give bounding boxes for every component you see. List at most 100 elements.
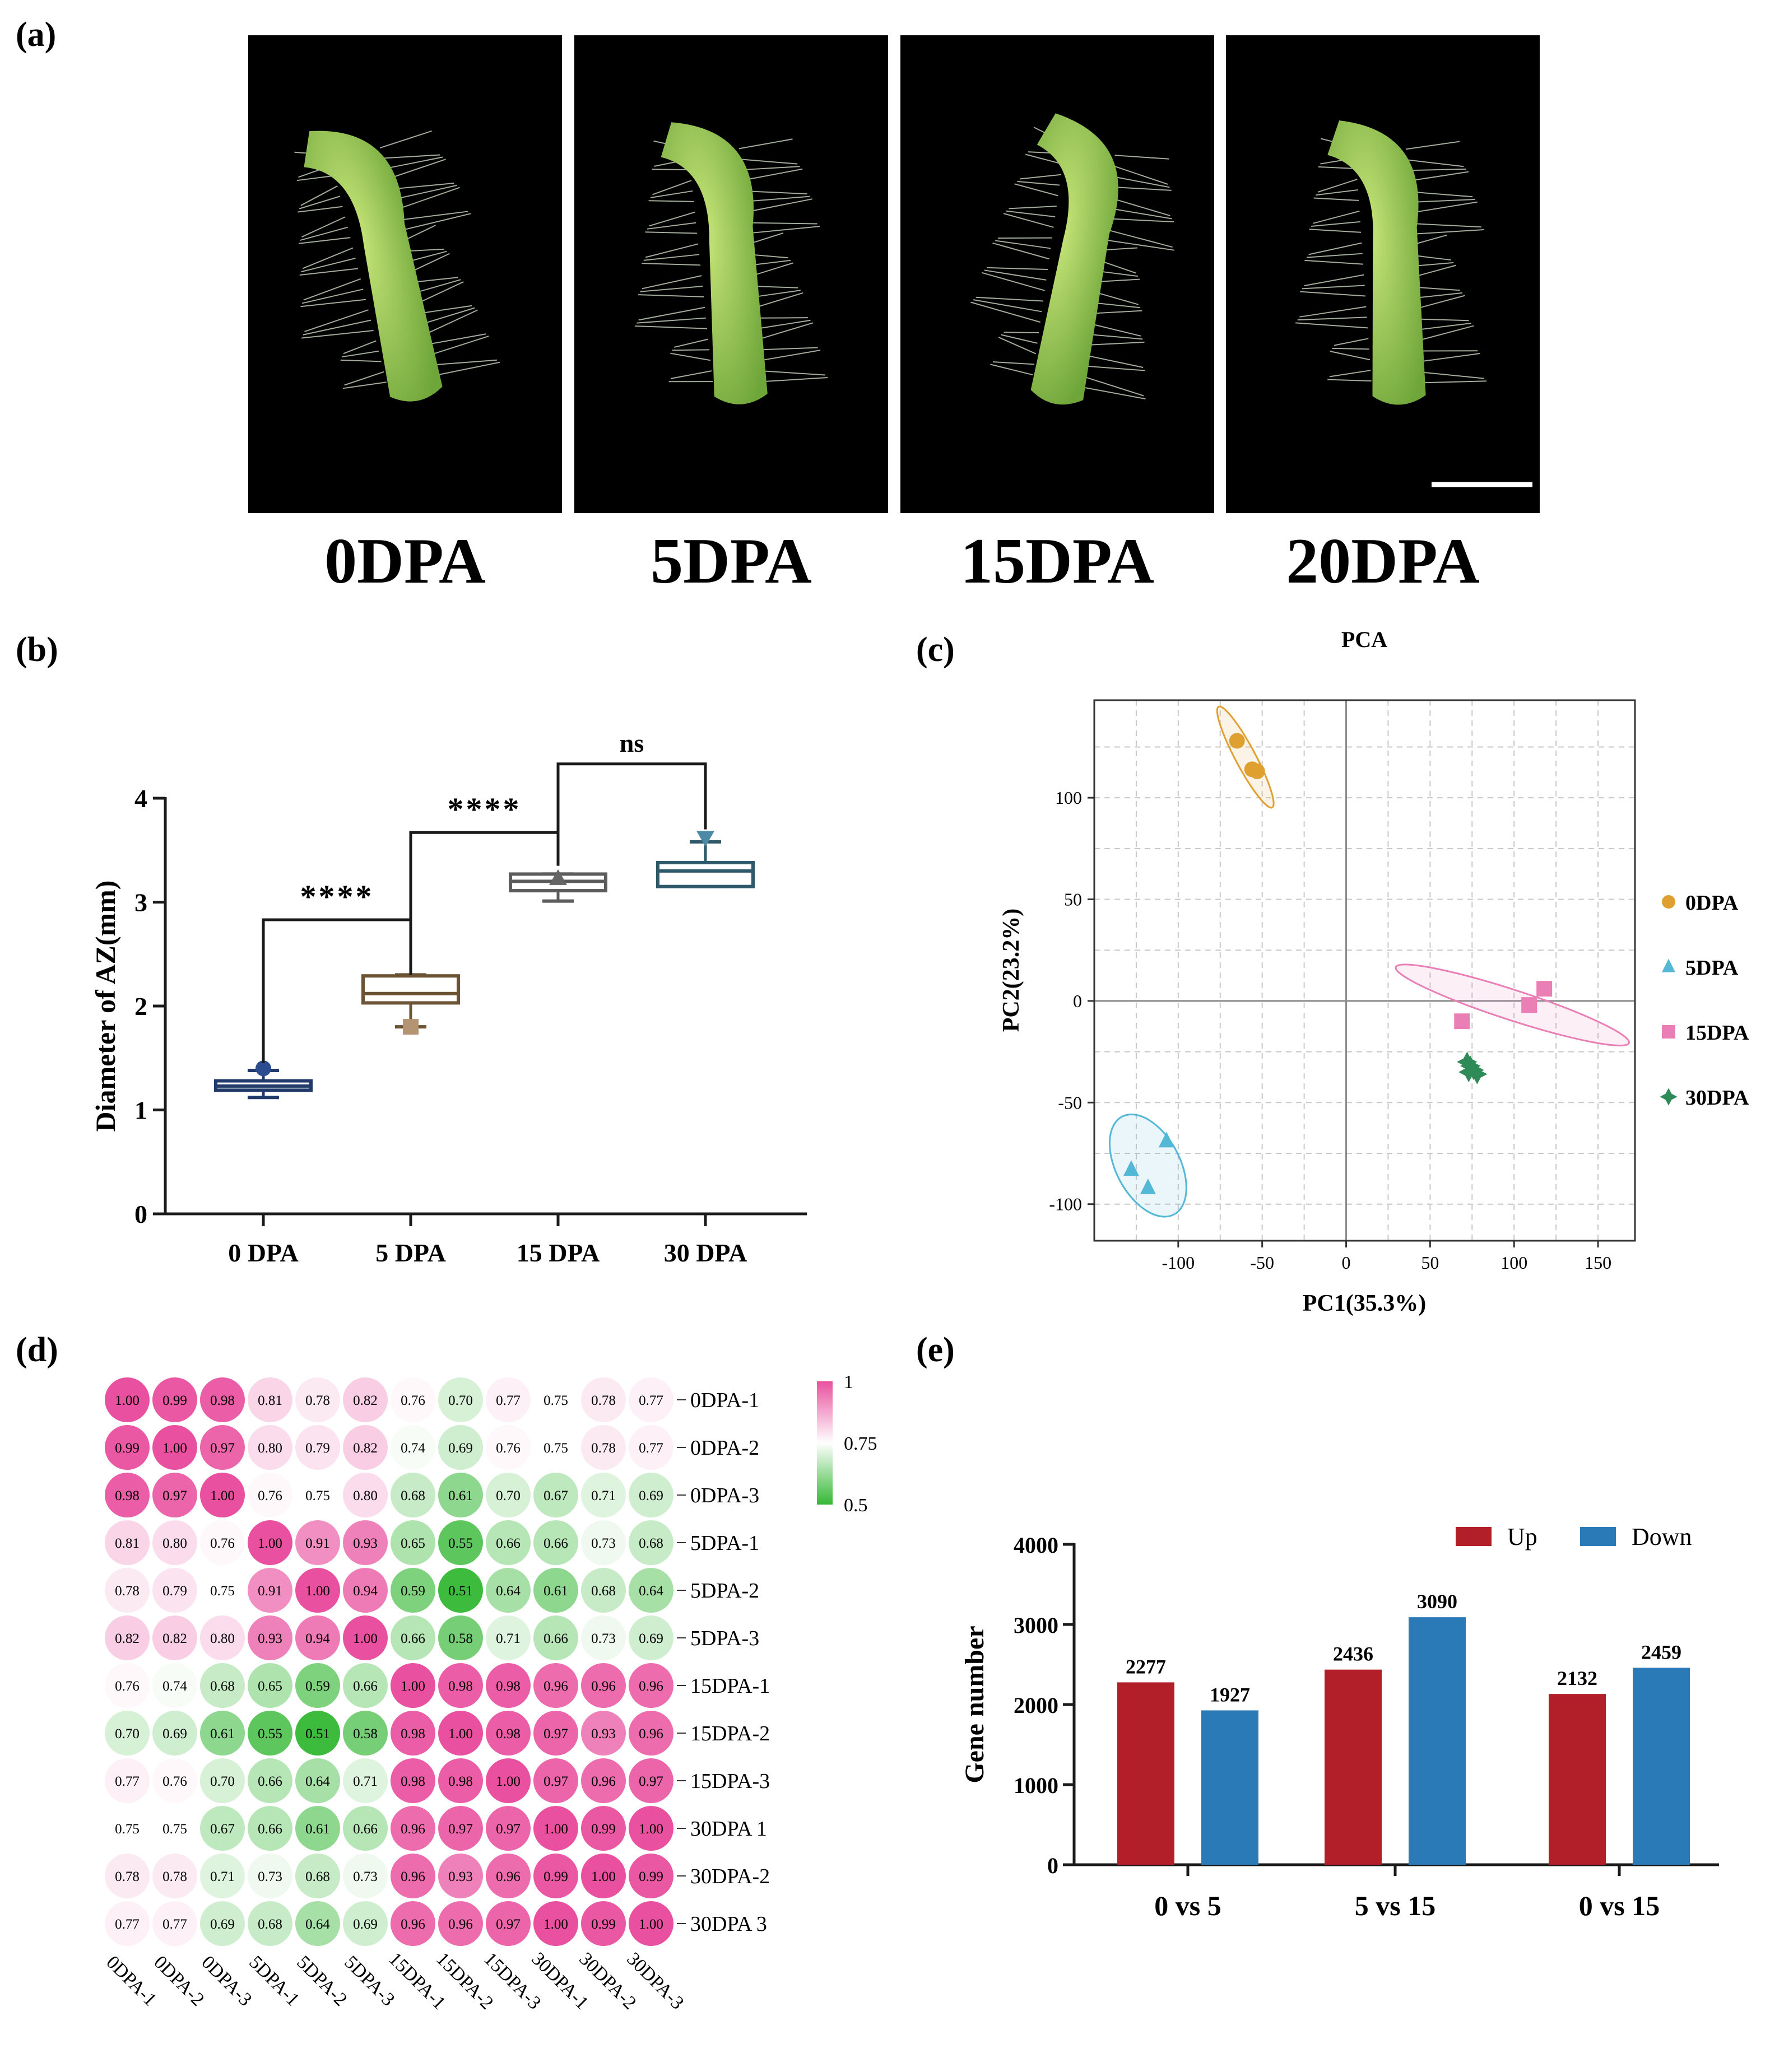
heatmap-value: 1.00 [543, 1822, 568, 1837]
heatmap-cell [200, 1901, 245, 1946]
heatmap-cell [295, 1425, 340, 1470]
stem-hair [1082, 387, 1146, 400]
heatmap-value: 0.69 [210, 1917, 235, 1932]
heatmap-value: 0.99 [162, 1393, 187, 1408]
data-point [1521, 997, 1537, 1013]
stem-hair [296, 175, 335, 181]
heatmap-value: 0.97 [448, 1822, 473, 1837]
heatmap-value: 0.79 [162, 1584, 187, 1599]
significance-bracket [409, 831, 560, 973]
stem-hair [1308, 242, 1362, 255]
heatmap-cell [533, 1568, 578, 1613]
heatmap-value: 0.55 [258, 1726, 282, 1742]
heatmap-value: 0.64 [305, 1917, 330, 1932]
heatmap-value: 0.73 [258, 1869, 282, 1884]
row-label: 0DPA-2 [690, 1436, 759, 1460]
stem-hair [668, 381, 713, 383]
stem-hair [1317, 179, 1358, 193]
heatmap-cell [248, 1758, 292, 1803]
heatmap-value: 0.80 [258, 1441, 282, 1456]
stem-hair [1001, 334, 1038, 344]
heatmap-value: 0.96 [401, 1822, 425, 1837]
photo-caption: 20DPA [1286, 525, 1480, 597]
heatmap-value: 1.00 [496, 1774, 521, 1789]
stem-hair [1407, 168, 1466, 171]
heatmap-cell [248, 1806, 292, 1851]
bar-value-label: 2459 [1641, 1641, 1681, 1663]
heatmap-cell [200, 1806, 245, 1851]
heatmap-cell [248, 1568, 292, 1613]
stem-hair [740, 159, 798, 165]
heatmap-cell [391, 1568, 435, 1613]
photo-panel: 20DPA [1226, 35, 1540, 597]
heatmap-value: 0.76 [496, 1441, 521, 1456]
heatmap-row: 0.82 0.82 0.80 0.93 0.94 1.00 0.66 0.58 0.71 0.66… [105, 1615, 759, 1660]
heatmap-cell [533, 1473, 578, 1517]
x-tick-label: 0 [1342, 1252, 1351, 1273]
heatmap-cell [152, 1854, 197, 1898]
heatmap-cell [533, 1901, 578, 1946]
heatmap-cell [629, 1854, 673, 1898]
stem-hair [670, 370, 712, 379]
heatmap-cell [105, 1568, 150, 1613]
heatmap-cell [629, 1711, 673, 1756]
heatmap-cell [295, 1377, 340, 1422]
heatmap-cell [581, 1854, 626, 1898]
heatmap-cell [486, 1568, 531, 1613]
heatmap-value: 0.97 [496, 1822, 521, 1837]
heatmap-value: 0.59 [305, 1679, 330, 1694]
row-label: 30DPA 3 [690, 1912, 767, 1936]
x-tick-label: -50 [1250, 1252, 1274, 1273]
y-tick-label: 3000 [1014, 1613, 1058, 1638]
stem-hair [303, 319, 371, 336]
data-point [255, 1060, 271, 1077]
stem-hair [431, 336, 489, 355]
heatmap-value: 0.66 [543, 1631, 568, 1646]
row-label: 15DPA-3 [690, 1770, 770, 1793]
stem-hair [1416, 295, 1465, 309]
data-point [1454, 1013, 1470, 1030]
stem-hair [672, 349, 710, 351]
stem-hair [340, 359, 382, 362]
stem-hair [648, 200, 694, 202]
heatmap-value: 0.98 [401, 1726, 425, 1742]
stem-hair [1410, 201, 1478, 214]
heatmap-cell [200, 1758, 245, 1803]
stem-hair [640, 286, 703, 292]
heatmap-cell [200, 1711, 245, 1756]
stem-hair [1409, 191, 1473, 198]
data-point [1123, 1160, 1139, 1176]
heatmap-value: 1.00 [353, 1631, 378, 1646]
stem-hair [1406, 159, 1464, 167]
heatmap-cell [343, 1568, 388, 1613]
heatmap-cell [152, 1663, 197, 1708]
heatmap-value: 0.51 [448, 1584, 473, 1599]
stem-hair [398, 211, 468, 221]
stem-hair [400, 213, 471, 231]
heatmap-cell [295, 1806, 340, 1851]
pca-scatter-plot: PCA -100 -50 0 50 100 150 -100 -50 0 50 100 PC1(35.3… [998, 627, 1749, 1316]
stem-hair [1411, 229, 1484, 235]
heatmap-value: 0.78 [591, 1393, 616, 1408]
stem-hair [987, 267, 1048, 271]
heatmap-cell [105, 1901, 150, 1946]
heatmap-cell [581, 1901, 626, 1946]
stem-hair [755, 292, 803, 308]
heatmap-cell [105, 1711, 150, 1756]
stem-hair [1083, 376, 1144, 397]
heatmap-value: 0.76 [401, 1393, 425, 1408]
stem-hair [1304, 274, 1364, 287]
stem-hair [421, 305, 472, 314]
heatmap-value: 0.96 [639, 1679, 663, 1694]
heatmap-cell [629, 1568, 673, 1613]
stem-hair [342, 350, 379, 358]
significance-label: **** [300, 878, 374, 915]
heatmap-value: 0.66 [258, 1774, 282, 1789]
heatmap-row: 0.70 0.69 0.61 0.55 0.51 0.58 0.98 1.00 0.98 0.97… [105, 1711, 770, 1756]
heatmap-value: 0.78 [591, 1441, 616, 1456]
heatmap-value: 0.71 [210, 1869, 235, 1884]
heatmap-value: 0.99 [115, 1441, 140, 1456]
heatmap-value: 0.70 [115, 1726, 140, 1742]
heatmap-value: 0.96 [496, 1869, 521, 1884]
heatmap-cell [248, 1473, 292, 1517]
